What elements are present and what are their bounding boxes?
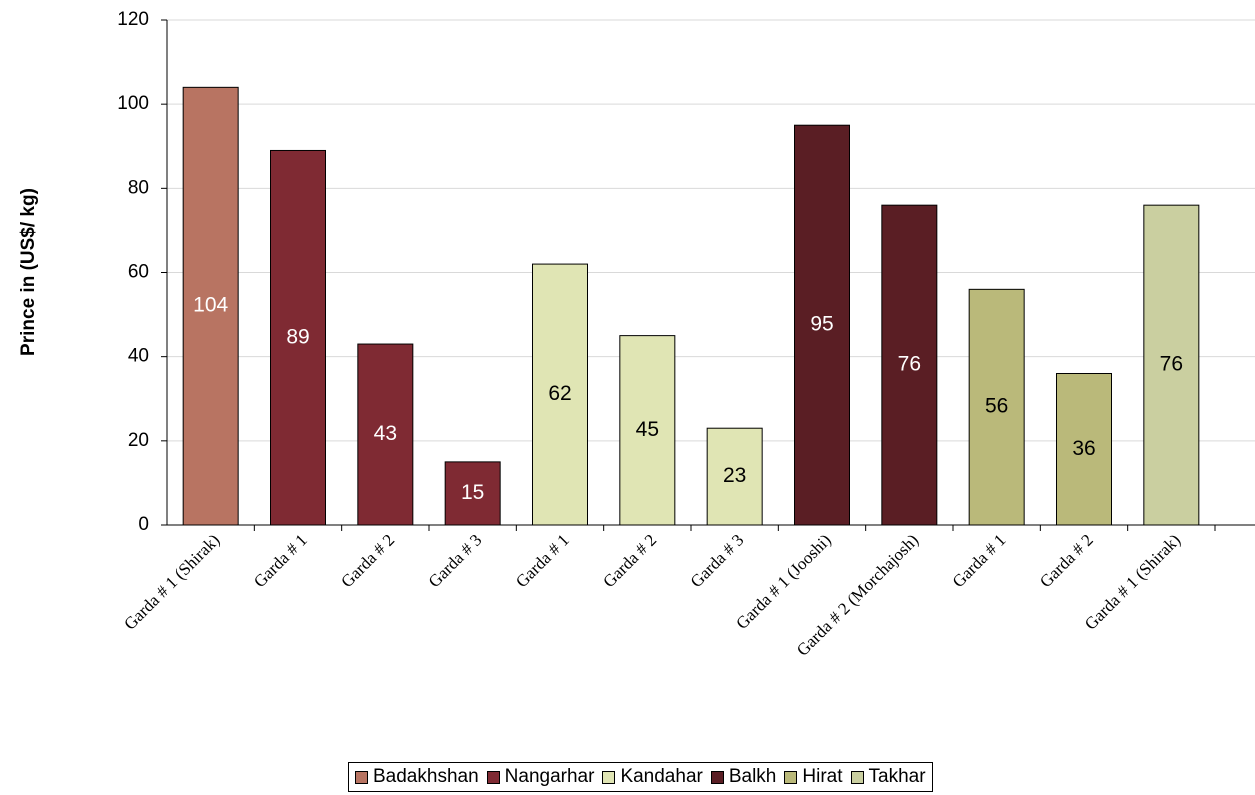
legend-label: Badakhshan: [373, 766, 479, 787]
bar: [357, 343, 414, 526]
data-label: 23: [723, 464, 746, 487]
x-tick-label: Garda # 1 (Jooshi): [732, 530, 835, 633]
x-tick-label: Garda # 1 (Shirak): [120, 530, 223, 633]
x-tick-label: Garda # 2: [599, 530, 660, 591]
y-tick-label: 80: [128, 177, 149, 198]
y-axis-label: Prince in (US$/ kg): [18, 188, 39, 356]
x-tick-label: Garda # 2: [337, 530, 398, 591]
y-tick-label: 20: [128, 430, 149, 451]
data-label: 76: [1160, 353, 1183, 376]
legend-item: Takhar: [850, 766, 926, 788]
y-tick-label: 120: [117, 9, 149, 30]
y-tick-label: 40: [128, 346, 149, 367]
x-tick-label: Garda # 2: [1036, 530, 1097, 591]
y-axis-ticks: 0 20 40 60 80 100 120: [117, 9, 167, 535]
legend-label: Kandahar: [620, 766, 703, 787]
bar: [532, 263, 588, 526]
legend: Badakhshan Nangarhar Kandahar Balkh Hirat Tak…: [348, 762, 933, 792]
data-label: 89: [286, 325, 309, 348]
x-tick-label: Garda # 1 (Shirak): [1081, 530, 1184, 633]
bar: [794, 124, 850, 526]
x-tick-label: Garda # 1: [949, 530, 1010, 591]
legend-swatch: [486, 770, 500, 784]
data-labels: 104 89 43 15 62 45 23 95 76 56 36 76: [193, 294, 1183, 504]
data-label: 56: [985, 395, 1008, 418]
axes: [166, 20, 1255, 526]
legend-swatch: [710, 770, 724, 784]
bar: [270, 149, 326, 526]
data-label: 62: [548, 382, 571, 405]
bar: [182, 86, 239, 526]
x-axis-ticks: Garda # 1 (Shirak) Garda # 1 Garda # 2 Gard…: [120, 525, 1216, 660]
legend-item: Badakhshan: [355, 766, 479, 788]
data-label: 104: [193, 294, 228, 317]
x-tick-label: Garda # 1: [512, 530, 573, 591]
legend-swatch: [602, 770, 616, 784]
bar: [968, 288, 1025, 526]
data-label: 43: [374, 422, 397, 445]
legend-label: Takhar: [868, 766, 926, 787]
x-tick-label: Garda # 3: [687, 530, 748, 591]
legend-swatch: [784, 770, 798, 784]
legend-label: Nangarhar: [504, 766, 595, 787]
bar: [706, 427, 763, 526]
x-tick-label: Garda # 1: [250, 530, 311, 591]
bar: [881, 204, 938, 526]
data-label: 76: [898, 353, 921, 376]
bars: [182, 86, 1200, 526]
legend-label: Hirat: [802, 766, 843, 787]
data-label: 45: [636, 418, 659, 441]
data-label: 36: [1072, 437, 1095, 460]
bar: [1143, 204, 1200, 526]
legend-swatch: [850, 770, 864, 784]
legend-item: Kandahar: [602, 766, 703, 788]
y-tick-label: 100: [117, 93, 149, 114]
y-tick-label: 0: [138, 514, 149, 535]
y-tick-label: 60: [128, 262, 149, 283]
legend-item: Nangarhar: [486, 766, 595, 788]
x-tick-label: Garda # 3: [425, 530, 486, 591]
data-label: 95: [810, 313, 833, 336]
legend-swatch: [355, 770, 368, 784]
legend-label: Balkh: [728, 766, 777, 787]
data-label: 15: [461, 481, 484, 504]
legend-item: Balkh: [710, 766, 777, 788]
legend-item: Hirat: [784, 766, 843, 788]
bar: [1056, 373, 1112, 526]
